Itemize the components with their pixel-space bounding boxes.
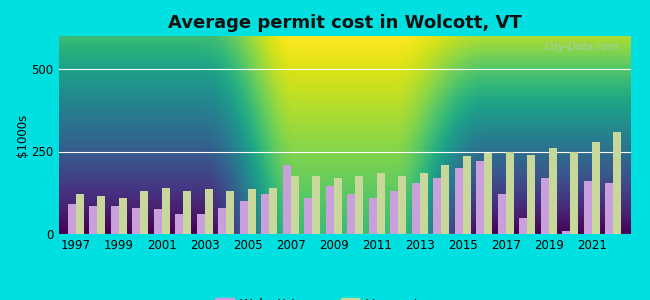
Bar xyxy=(326,186,333,234)
Bar xyxy=(411,183,420,234)
Bar xyxy=(98,196,105,234)
Bar xyxy=(441,165,449,234)
Bar xyxy=(347,194,356,234)
Y-axis label: $1000s: $1000s xyxy=(16,113,29,157)
Bar xyxy=(433,178,441,234)
Bar xyxy=(484,153,493,234)
Bar xyxy=(369,198,377,234)
Bar xyxy=(614,132,621,234)
Bar xyxy=(196,214,205,234)
Bar xyxy=(390,191,398,234)
Bar xyxy=(240,201,248,234)
Bar xyxy=(541,178,549,234)
Bar xyxy=(605,183,614,234)
Bar xyxy=(549,148,557,234)
Bar xyxy=(175,214,183,234)
Bar xyxy=(356,176,363,234)
Bar xyxy=(269,188,278,234)
Bar xyxy=(248,190,256,234)
Bar xyxy=(562,231,570,234)
Bar xyxy=(506,152,514,234)
Bar xyxy=(519,218,527,234)
Bar xyxy=(398,176,406,234)
Bar xyxy=(162,188,170,234)
Legend: Wolcott town, Vermont average: Wolcott town, Vermont average xyxy=(215,298,474,300)
Bar xyxy=(454,168,463,234)
Bar xyxy=(592,142,600,234)
Bar xyxy=(304,198,312,234)
Bar xyxy=(132,208,140,234)
Bar xyxy=(333,178,342,234)
Bar xyxy=(584,181,592,234)
Bar xyxy=(205,190,213,234)
Bar xyxy=(183,191,191,234)
Bar xyxy=(463,157,471,234)
Bar xyxy=(75,194,84,234)
Bar xyxy=(119,198,127,234)
Bar xyxy=(570,152,578,234)
Bar xyxy=(312,176,320,234)
Bar xyxy=(89,206,98,234)
Bar xyxy=(140,191,148,234)
Text: City-Data.com: City-Data.com xyxy=(545,42,619,52)
Bar xyxy=(498,194,506,234)
Title: Average permit cost in Wolcott, VT: Average permit cost in Wolcott, VT xyxy=(168,14,521,32)
Bar xyxy=(377,173,385,234)
Bar xyxy=(261,194,269,234)
Bar xyxy=(420,173,428,234)
Bar xyxy=(476,161,484,234)
Bar xyxy=(291,176,299,234)
Bar xyxy=(68,204,75,234)
Bar xyxy=(283,165,291,234)
Bar xyxy=(153,209,162,234)
Bar xyxy=(226,191,235,234)
Bar xyxy=(111,206,119,234)
Bar xyxy=(218,208,226,234)
Bar xyxy=(527,155,536,234)
